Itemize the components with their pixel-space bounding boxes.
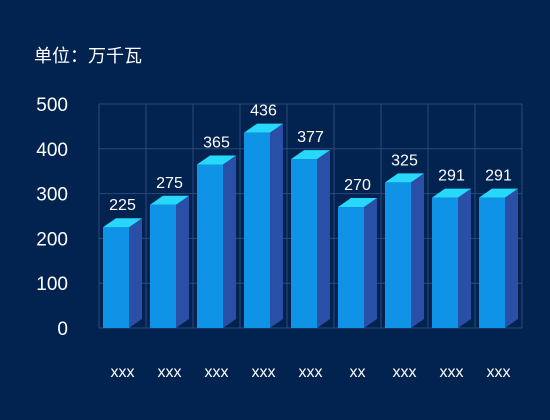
bar-front (291, 159, 317, 328)
y-tick-label: 400 (36, 140, 68, 161)
bar-front (197, 164, 223, 328)
x-category-label: xxx (299, 364, 323, 381)
bar-front (338, 207, 364, 328)
bar-side (129, 218, 142, 328)
y-tick-label: 300 (36, 185, 68, 206)
x-category-label: xxx (440, 364, 464, 381)
x-category-label: xxx (393, 364, 417, 381)
bar-front (479, 197, 505, 328)
bar-value-label: 377 (297, 129, 324, 146)
x-axis-labels: xxx xxx xxx xxx xxx xx xxx xxx xxx (111, 364, 511, 381)
y-tick-label: 500 (36, 95, 68, 116)
bar-value-label: 365 (203, 134, 230, 151)
bar-front (150, 204, 176, 328)
bar-front (385, 182, 411, 328)
bar: 436 (244, 103, 283, 328)
x-category-label: xxx (158, 364, 182, 381)
y-tick-label: 0 (57, 319, 68, 340)
unit-label: 单位：万千瓦 (34, 46, 142, 67)
grid (98, 103, 523, 329)
bar-value-label: 225 (109, 197, 136, 214)
bar-value-label: 291 (438, 168, 465, 185)
bar-side (505, 188, 518, 328)
bar-side (458, 188, 471, 328)
bar-top (432, 188, 471, 198)
bars: 225 275 365 436 377 270 325 291 291 (103, 103, 518, 328)
bar-top (244, 123, 283, 133)
bar-front (432, 197, 458, 328)
bar: 270 (338, 177, 377, 328)
bar-top (103, 218, 142, 228)
x-category-label: xxx (487, 364, 511, 381)
bar-value-label: 325 (391, 152, 418, 169)
bar-top (385, 173, 424, 183)
bar: 291 (479, 168, 518, 328)
bar-value-label: 291 (485, 168, 512, 185)
bar-front (103, 227, 129, 328)
y-axis-ticks: 0 100 200 300 400 500 (36, 95, 68, 340)
bar-side (223, 155, 236, 328)
x-category-label: xx (350, 364, 366, 381)
bar-side (364, 198, 377, 328)
bar: 365 (197, 134, 236, 328)
bar-value-label: 275 (156, 175, 183, 192)
bar-top (291, 150, 330, 160)
bar-side (176, 195, 189, 328)
bar: 275 (150, 175, 189, 328)
bar-value-label: 436 (250, 103, 277, 120)
x-category-label: xxx (252, 364, 276, 381)
bar: 291 (432, 168, 471, 328)
bar-value-label: 270 (344, 177, 371, 194)
x-category-label: xxx (205, 364, 229, 381)
bar-top (197, 155, 236, 165)
bar-side (270, 123, 283, 328)
bar: 325 (385, 152, 424, 328)
bar: 225 (103, 197, 142, 328)
x-category-label: xxx (111, 364, 135, 381)
y-tick-label: 100 (36, 274, 68, 295)
y-tick-label: 200 (36, 229, 68, 250)
bar-side (317, 150, 330, 328)
bar-front (244, 132, 270, 328)
bar-top (479, 188, 518, 198)
bar-top (150, 195, 189, 205)
bar-side (411, 173, 424, 328)
bar: 377 (291, 129, 330, 328)
bar-top (338, 198, 377, 208)
